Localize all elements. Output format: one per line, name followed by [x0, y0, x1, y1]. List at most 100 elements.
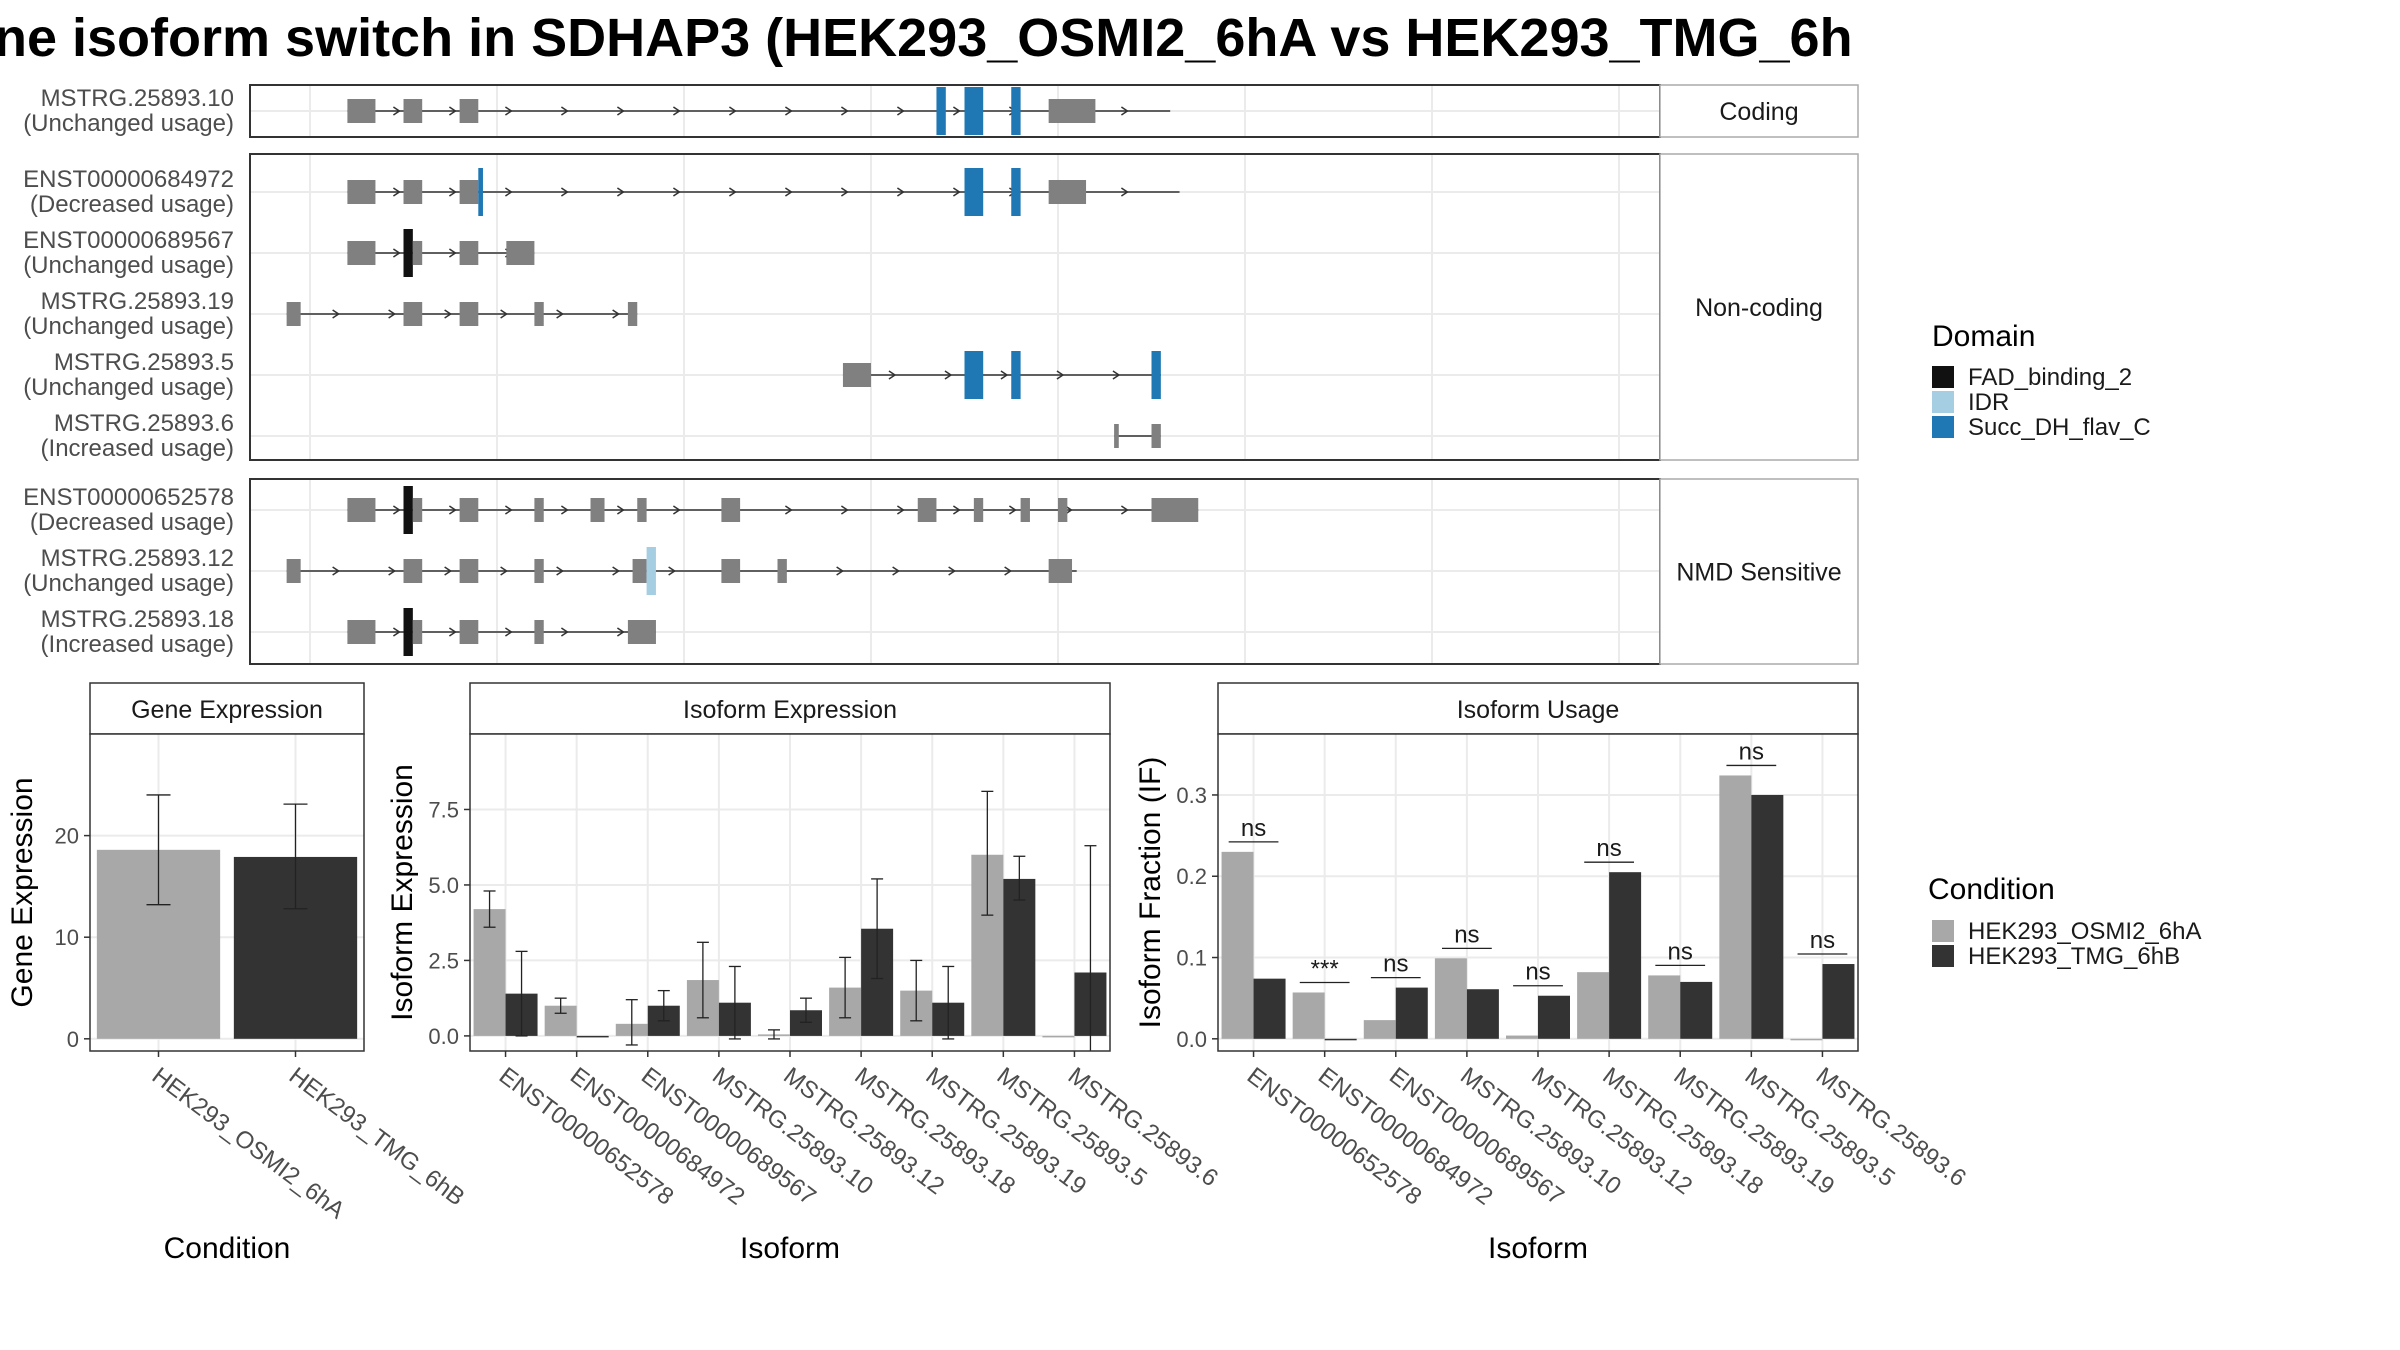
panel-strip-label: Gene Expression [131, 696, 323, 724]
bar-hek293-tmg-6hb-enst00000684972 [576, 1035, 609, 1038]
significance-label: ns [1596, 835, 1621, 862]
transcript-track-mstrg-25893-12: MSTRG.25893.12(Unchanged usage) [23, 545, 1077, 597]
group-label-coding: Coding [1719, 98, 1798, 126]
transcript-id-label: MSTRG.25893.5 [54, 349, 234, 376]
exon-succ-dh-flav-c [1011, 87, 1021, 135]
exon [403, 302, 423, 326]
direction-arrow [392, 505, 401, 515]
direction-arrow [444, 309, 452, 319]
bar-hek293-osmi2-6ha-mstrg-25893-5 [1719, 775, 1752, 1039]
direction-arrow [616, 187, 625, 197]
exon [412, 620, 423, 644]
transcript-usage-label: (Unchanged usage) [23, 374, 234, 401]
direction-arrow [1056, 370, 1065, 380]
y-tick-label: 0.0 [428, 1024, 459, 1049]
exon [459, 99, 479, 123]
transcript-id-label: MSTRG.25893.10 [41, 85, 234, 112]
chart-panel-isoform-usage: Isoform Usage ns *** ns ns ns ns ns ns ns 0.0 0.1 0.… [1134, 682, 1971, 1265]
direction-arrow [556, 309, 564, 319]
direction-arrow [896, 106, 905, 116]
transcript-track-enst00000689567: ENST00000689567(Unchanged usage) [23, 227, 535, 279]
exon [534, 559, 544, 583]
exon [627, 620, 656, 644]
direction-arrow [888, 370, 897, 380]
panel-strip-label: Isoform Expression [683, 696, 897, 724]
direction-arrow [952, 505, 961, 515]
domain-legend-label-idr: IDR [1968, 389, 2009, 416]
direction-arrow [556, 566, 564, 576]
exon [459, 241, 479, 265]
direction-arrow [784, 106, 793, 116]
group-strip-non-coding [1659, 153, 1859, 461]
exon [403, 99, 423, 123]
y-tick-label: 0.2 [1176, 864, 1207, 889]
bar-hek293-tmg-6hb-mstrg-25893-19 [1680, 981, 1713, 1039]
transcript-track-mstrg-25893-19: MSTRG.25893.19(Unchanged usage) [23, 288, 638, 340]
exon [1020, 498, 1030, 522]
panel-strip [469, 682, 1111, 735]
transcript-id-label: ENST00000684972 [23, 166, 234, 193]
direction-arrow [616, 106, 625, 116]
exon [286, 559, 301, 583]
exon [286, 302, 301, 326]
group-label-nmd-sensitive: NMD Sensitive [1676, 559, 1841, 587]
y-axis-title: Isoform Fraction (IF) [1134, 757, 1167, 1029]
direction-arrow [612, 566, 620, 576]
direction-arrow [1008, 505, 1017, 515]
direction-arrow [784, 505, 793, 515]
direction-arrow [728, 106, 737, 116]
transcript-track-enst00000684972: ENST00000684972(Decreased usage) [23, 166, 1180, 218]
exon [627, 302, 638, 326]
exon [347, 241, 376, 265]
domain-legend-label-fad-binding-2: FAD_binding_2 [1968, 364, 2132, 391]
bar-hek293-osmi2-6ha-enst00000652578 [1221, 851, 1254, 1039]
direction-arrow [1120, 187, 1129, 197]
transcript-id-label: ENST00000689567 [23, 227, 234, 254]
exon-succ-dh-flav-c [1011, 168, 1021, 216]
exon [403, 559, 423, 583]
y-tick-label: 0.3 [1176, 783, 1207, 808]
direction-arrow [392, 248, 401, 258]
bar-hek293-osmi2-6ha-mstrg-25893-19 [1648, 975, 1681, 1039]
exon [1048, 99, 1096, 123]
direction-arrow [448, 187, 457, 197]
exon [632, 559, 647, 583]
direction-arrow [836, 566, 844, 576]
transcript-track-enst00000652578: ENST00000652578(Decreased usage) [23, 484, 1199, 536]
bar-hek293-osmi2-6ha-mstrg-25893-6 [1790, 1038, 1823, 1041]
direction-arrow [1064, 505, 1073, 515]
transcript-usage-label: (Unchanged usage) [23, 570, 234, 597]
direction-arrow [1112, 370, 1121, 380]
direction-arrow [896, 505, 905, 515]
significance-label: ns [1454, 921, 1479, 948]
significance-label: ns [1241, 815, 1266, 842]
domain-legend-swatch-fad-binding-2 [1932, 366, 1954, 388]
direction-arrow [952, 187, 961, 197]
exon [506, 241, 535, 265]
direction-arrow [448, 505, 457, 515]
exon [459, 559, 479, 583]
transcript-usage-label: (Unchanged usage) [23, 313, 234, 340]
direction-arrow [612, 309, 620, 319]
exon [347, 498, 376, 522]
direction-arrow [952, 106, 961, 116]
direction-arrow [560, 187, 569, 197]
transcript-track-mstrg-25893-18: MSTRG.25893.18(Increased usage) [41, 606, 656, 658]
direction-arrow [388, 309, 396, 319]
panel-strip-label: Isoform Usage [1457, 696, 1620, 724]
domain-legend-label-succ-dh-flav-c: Succ_DH_flav_C [1968, 414, 2151, 441]
direction-arrow [392, 187, 401, 197]
direction-arrow [840, 106, 849, 116]
direction-arrow [392, 627, 401, 637]
exon [412, 241, 423, 265]
condition-legend-label-hek293-tmg-6hb: HEK293_TMG_6hB [1968, 943, 2180, 970]
chart-panel-isoform-expression: Isoform Expression0.02.55.07.5ENST000006… [386, 682, 1223, 1265]
bar-hek293-osmi2-6ha-mstrg-25893-12 [1506, 1035, 1538, 1039]
y-tick-label: 10 [55, 925, 79, 950]
exon [721, 498, 741, 522]
direction-arrow [504, 505, 513, 515]
bar-hek293-osmi2-6ha-mstrg-25893-10 [1434, 958, 1467, 1039]
exon [973, 498, 984, 522]
bar-hek293-osmi2-6ha-enst00000684972 [1292, 992, 1325, 1039]
exon-fad-binding-2 [403, 229, 413, 277]
